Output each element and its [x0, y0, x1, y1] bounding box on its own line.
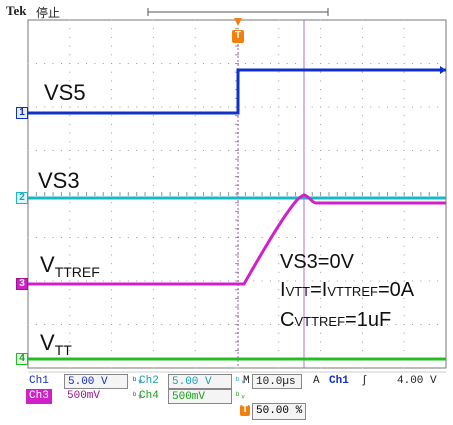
ch4-marker-icon[interactable]: 4	[16, 353, 28, 365]
ch3-marker-icon[interactable]: 3	[16, 278, 28, 290]
trace-ch3-vttref	[28, 193, 446, 286]
label-vttref-main: V	[40, 252, 55, 277]
acquisition-status: 停止	[36, 6, 61, 20]
annotation-line2-part-c: =I	[310, 279, 328, 301]
status-row-2: Ch3 500mV ᵇᵥ Ch4 500mV ᵇᵥ	[26, 389, 452, 404]
trace-ch1-vs5	[28, 68, 446, 115]
trigger-slope-icon[interactable]: ∫	[361, 375, 368, 387]
annotation-line3-part-c: =1uF	[345, 309, 392, 331]
ch1-name[interactable]: Ch1	[29, 375, 49, 387]
bw-limit-icon: ᵇᵥ	[132, 376, 143, 386]
ch2-marker-icon[interactable]: 2	[16, 192, 28, 204]
annotation-line-1: VS3=0V	[280, 251, 354, 273]
label-vttref: VTTREF	[40, 252, 100, 280]
ch2-marker-number: 2	[19, 192, 25, 203]
annotation-line3-part-a: C	[280, 309, 295, 331]
ch3-name[interactable]: Ch3	[26, 389, 52, 404]
bw-limit-icon: ᵇᵥ	[235, 376, 246, 386]
timebase[interactable]: 10.0µs	[252, 374, 302, 389]
annotation-line2-part-e: =0A	[377, 279, 415, 301]
trigger-position-letter: T	[241, 404, 249, 415]
ch2-name[interactable]: Ch2	[139, 375, 159, 387]
ch3-scale[interactable]: 500mV	[67, 390, 101, 402]
label-vs5: VS5	[44, 80, 86, 105]
annotation-line-3: CVTTREF=1uF	[280, 308, 414, 334]
bw-limit-icon: ᵇᵥ	[132, 391, 143, 401]
brand-logo: Tek	[6, 3, 27, 18]
scope-header: Tek 停止	[0, 0, 453, 22]
annotation-line3-part-b: VTTREF	[294, 314, 346, 329]
trigger-arrow-icon	[234, 18, 242, 26]
ch3-marker-number: 3	[19, 278, 25, 289]
label-vtt-sub: TT	[54, 342, 72, 358]
timebase-prefix: M	[243, 375, 250, 387]
ch1-marker-icon[interactable]: 1	[16, 107, 28, 119]
ch2-scale[interactable]: 5.00 V	[168, 374, 232, 389]
annotation-line2-part-b: VTT	[285, 284, 311, 299]
label-vtt-main: V	[40, 330, 55, 355]
trigger-position[interactable]: 50.00 %	[252, 403, 307, 420]
ch4-name[interactable]: Ch4	[139, 390, 159, 402]
trigger-level-icon[interactable]	[440, 66, 446, 74]
trigger-marker-top-icon[interactable]: T	[232, 30, 244, 43]
annotation-line2-part-a: I	[280, 279, 286, 301]
ch1-marker-number: 1	[19, 107, 25, 118]
label-vs3: VS3	[38, 168, 80, 193]
annotation-block: VS3=0V IVTT=IVTTREF=0A CVTTREF=1uF	[280, 250, 414, 334]
trigger-marker-letter: T	[234, 30, 242, 41]
trigger-position-icon: T	[240, 404, 250, 416]
trigger-source[interactable]: Ch1	[329, 375, 349, 387]
trigger-mode: A	[313, 375, 320, 387]
record-position-bracket	[147, 8, 329, 16]
label-vttref-sub: TTREF	[54, 264, 100, 280]
ch1-scale[interactable]: 5.00 V	[64, 374, 128, 389]
status-row-1: Ch1 5.00 V ᵇᵥ Ch2 5.00 V ᵇᵥ M 10.0µs A C…	[26, 374, 452, 389]
bw-limit-icon: ᵇᵥ	[235, 391, 246, 401]
trigger-level[interactable]: 4.00 V	[397, 375, 437, 387]
ch4-marker-number: 4	[19, 353, 25, 364]
ch4-scale[interactable]: 500mV	[168, 389, 232, 404]
label-vtt: VTT	[40, 330, 72, 358]
annotation-line-2: IVTT=IVTTREF=0A	[280, 278, 414, 304]
annotation-line2-part-d: VTTREF	[327, 284, 378, 299]
